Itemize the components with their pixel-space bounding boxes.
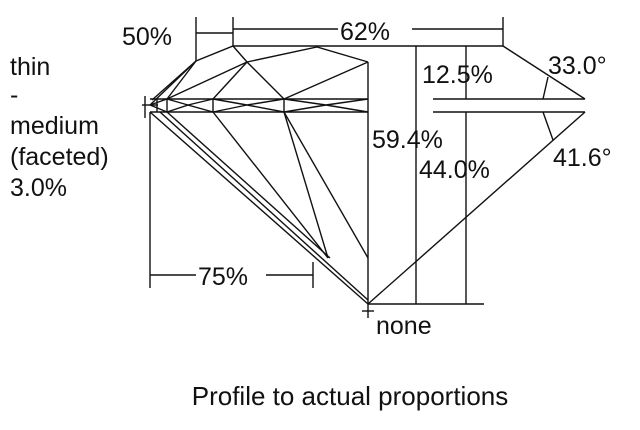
total-depth-label: 59.4% [372, 126, 443, 154]
girdle-facets [149, 98, 369, 114]
girdle-label-line: thin [10, 53, 50, 81]
girdle-label-line: - [10, 81, 18, 109]
girdle-label-line: medium [10, 112, 99, 140]
table-label: 62% [340, 18, 390, 46]
girdle-label: thin - medium (faceted) 3.0% [10, 53, 109, 202]
lower-half-label: 75% [198, 263, 248, 291]
culet-label: none [376, 312, 432, 340]
crown-height-label: 50% [122, 23, 172, 51]
crown-facets [151, 45, 369, 101]
crown-angle-label: 33.0° [548, 52, 607, 80]
pavilion-angle-label: 41.6° [553, 144, 612, 172]
caption: Profile to actual proportions [192, 381, 509, 411]
pavilion-depth-label: 44.0% [419, 156, 490, 184]
pavilion-facets [159, 111, 369, 301]
crown-depth-label: 12.5% [422, 61, 493, 89]
dimension-lines [149, 17, 554, 305]
reference-marks [142, 96, 374, 318]
girdle-label-line: 3.0% [10, 174, 67, 202]
girdle-label-line: (faceted) [10, 143, 109, 171]
